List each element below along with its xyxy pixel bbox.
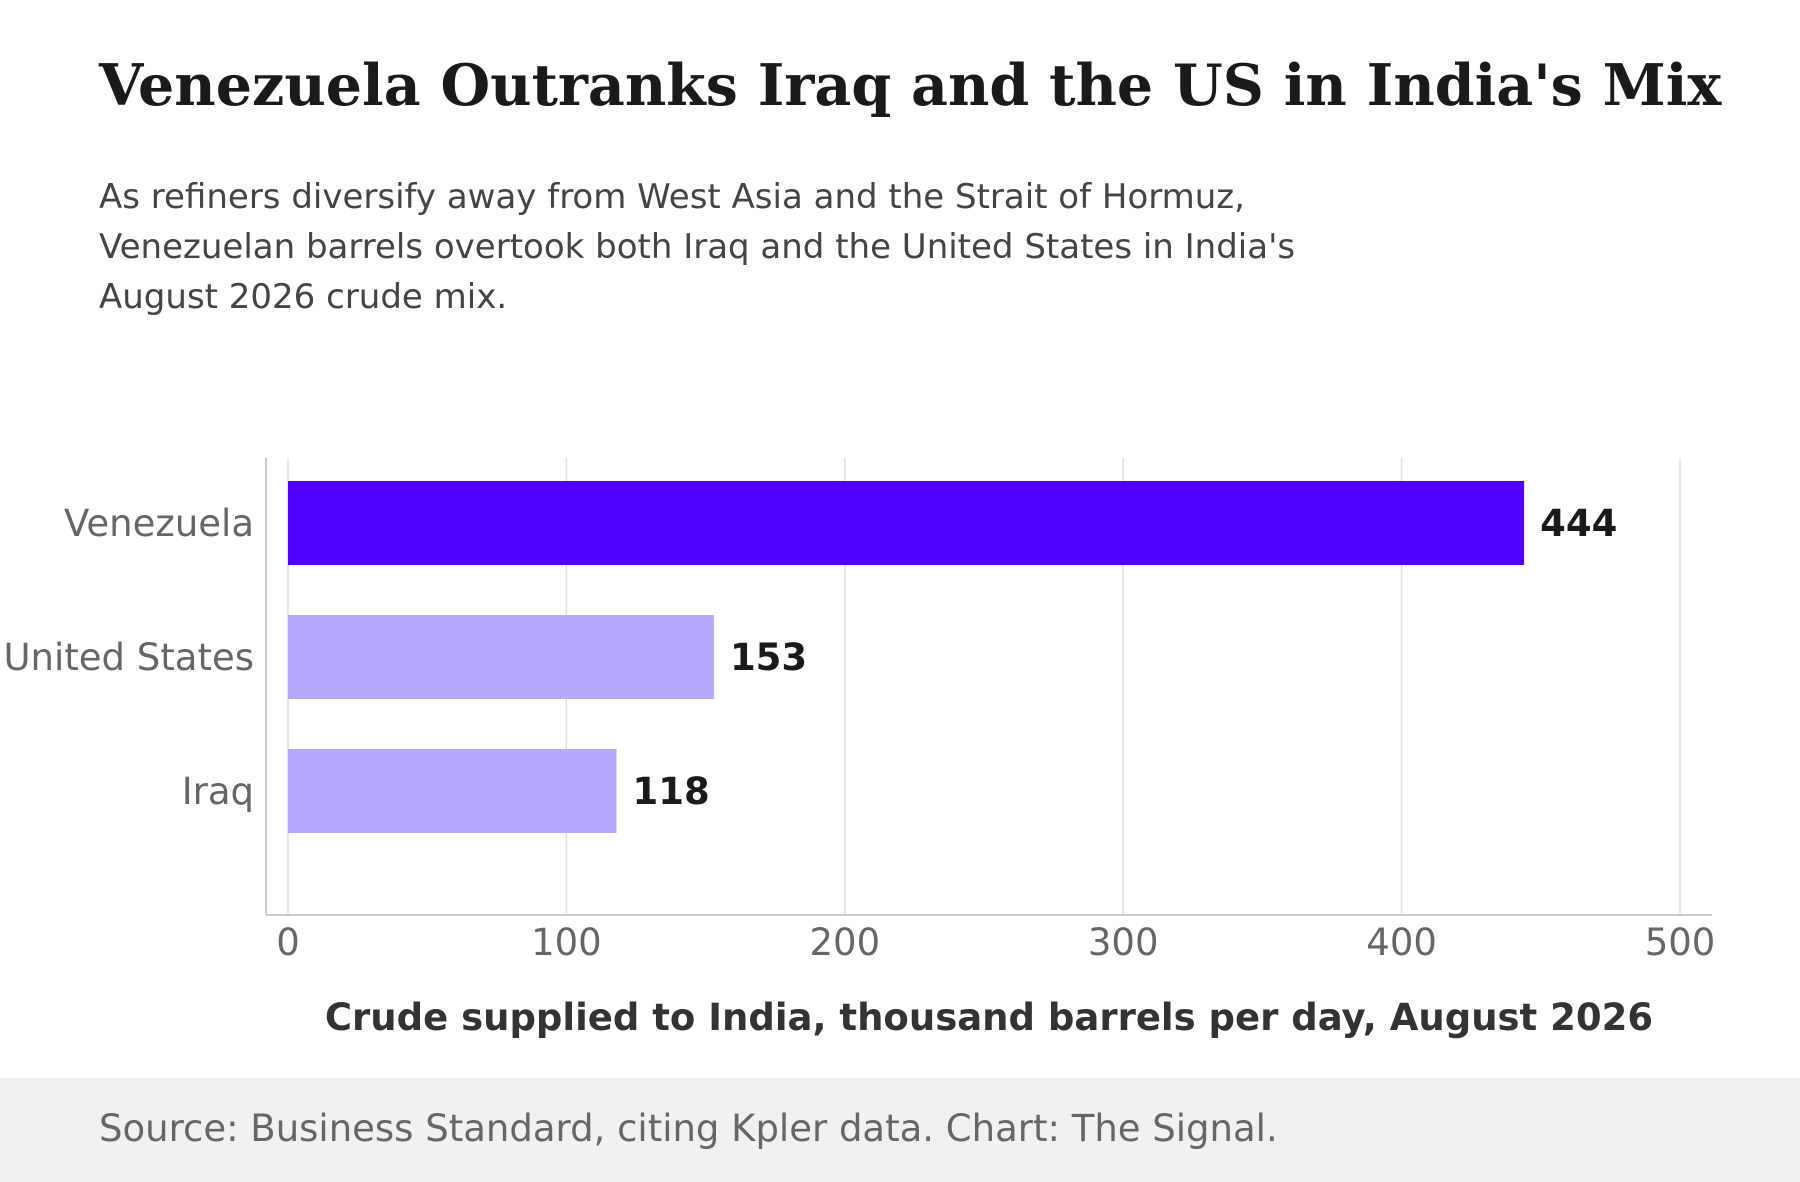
category-label: Venezuela xyxy=(64,502,254,545)
x-axis-title: Crude supplied to India, thousand barrel… xyxy=(325,996,1653,1039)
chart-subtitle: As refiners diversify away from West Asi… xyxy=(99,177,1296,317)
x-tick-label: 100 xyxy=(531,921,602,964)
value-label: 153 xyxy=(730,636,807,679)
bar-chart: 0 100 200 300 400 500 Venezuela 444 United State… xyxy=(3,458,1716,1039)
category-label: Iraq xyxy=(182,770,254,813)
x-tick-label: 300 xyxy=(1088,921,1159,964)
x-tick-label: 400 xyxy=(1366,921,1437,964)
x-tick-label: 0 xyxy=(276,921,300,964)
source-note: Source: Business Standard, citing Kpler … xyxy=(99,1107,1278,1150)
value-label: 118 xyxy=(633,770,710,813)
category-label: United States xyxy=(3,636,254,679)
footer: Source: Business Standard, citing Kpler … xyxy=(0,1078,1800,1182)
chart-title: Venezuela Outranks Iraq and the US in In… xyxy=(99,52,1722,119)
x-tick-label: 200 xyxy=(809,921,880,964)
bar-united-states xyxy=(288,615,714,699)
bar-iraq xyxy=(288,749,617,833)
bar-venezuela xyxy=(288,481,1525,565)
x-tick-label: 500 xyxy=(1645,921,1716,964)
value-label: 444 xyxy=(1540,502,1617,545)
